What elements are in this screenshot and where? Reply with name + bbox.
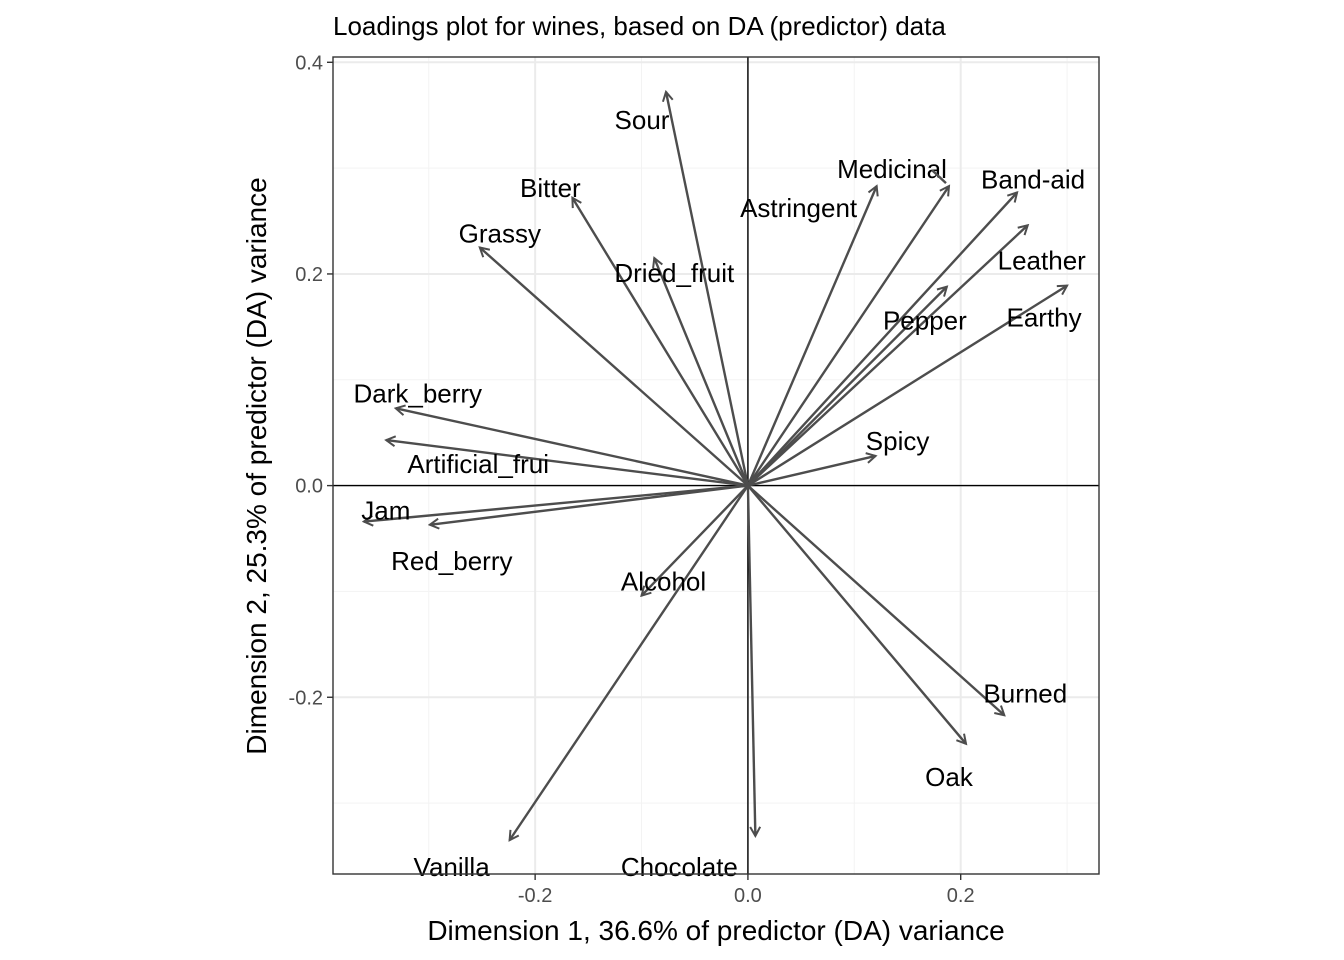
y-axis: -0.2 0.0 0.2 0.4 <box>289 52 333 709</box>
label-sour: Sour <box>615 105 670 135</box>
arrow-vanilla <box>510 484 749 841</box>
label-alcohol: Alcohol <box>621 567 706 597</box>
arrow-artificial-frui <box>386 440 749 487</box>
label-vanilla: Vanilla <box>414 852 491 882</box>
arrow-bitter <box>572 198 749 487</box>
y-tick-label: -0.2 <box>289 687 323 709</box>
label-band-aid: Band-aid <box>981 164 1085 194</box>
label-medicinal: Medicinal <box>837 154 947 184</box>
arrow-medicinal <box>746 186 949 487</box>
variable-labels: Sour Bitter Grassy Dried_fruit Astringent Med… <box>353 105 1086 882</box>
arrow-band-aid <box>747 192 1017 487</box>
label-pepper: Pepper <box>883 306 967 336</box>
loading-arrows <box>364 92 1067 840</box>
x-axis: -0.2 0.0 0.2 <box>518 874 975 907</box>
x-axis-title: Dimension 1, 36.6% of predictor (DA) var… <box>427 915 1004 946</box>
arrow-leather <box>747 225 1028 487</box>
label-earthy: Earthy <box>1007 303 1082 333</box>
y-tick-label: 0.4 <box>295 52 323 74</box>
label-leader-medicinal <box>931 169 947 184</box>
chart-title: Loadings plot for wines, based on DA (pr… <box>333 11 946 41</box>
label-dark-berry: Dark_berry <box>353 378 482 408</box>
arrow-red-berry <box>430 484 749 525</box>
x-tick-label: 0.2 <box>947 885 975 907</box>
arrow-pepper <box>747 287 947 487</box>
label-astringent: Astringent <box>740 193 858 223</box>
label-artificial-frui: Artificial_frui <box>407 449 549 479</box>
label-red-berry: Red_berry <box>391 546 512 576</box>
panel-border <box>332 56 1100 875</box>
arrow-chocolate <box>746 485 755 836</box>
label-grassy: Grassy <box>459 218 541 248</box>
y-tick-label: 0.0 <box>295 476 323 498</box>
arrow-oak <box>746 484 966 744</box>
arrow-earthy <box>747 286 1067 487</box>
label-burned: Burned <box>983 678 1067 708</box>
arrow-astringent <box>746 186 877 487</box>
arrow-burned <box>747 484 1004 716</box>
arrow-dried-fruit <box>654 258 750 487</box>
label-bitter: Bitter <box>520 173 581 203</box>
arrow-jam <box>364 484 749 522</box>
label-spicy: Spicy <box>866 426 930 456</box>
x-tick-label: 0.0 <box>734 885 762 907</box>
y-axis-title: Dimension 2, 25.3% of predictor (DA) var… <box>241 177 272 754</box>
arrow-sour <box>666 92 750 486</box>
arrow-spicy <box>747 456 876 487</box>
zero-lines <box>333 57 1099 874</box>
label-jam: Jam <box>361 496 410 526</box>
arrow-grassy <box>480 247 749 487</box>
arrow-alcohol <box>642 484 749 596</box>
arrow-dark-berry <box>396 408 749 487</box>
label-leather: Leather <box>998 245 1087 275</box>
label-chocolate: Chocolate <box>621 852 738 882</box>
y-tick-label: 0.2 <box>295 264 323 286</box>
label-dried-fruit: Dried_fruit <box>614 258 735 288</box>
label-oak: Oak <box>925 762 974 792</box>
x-tick-label: -0.2 <box>518 885 552 907</box>
